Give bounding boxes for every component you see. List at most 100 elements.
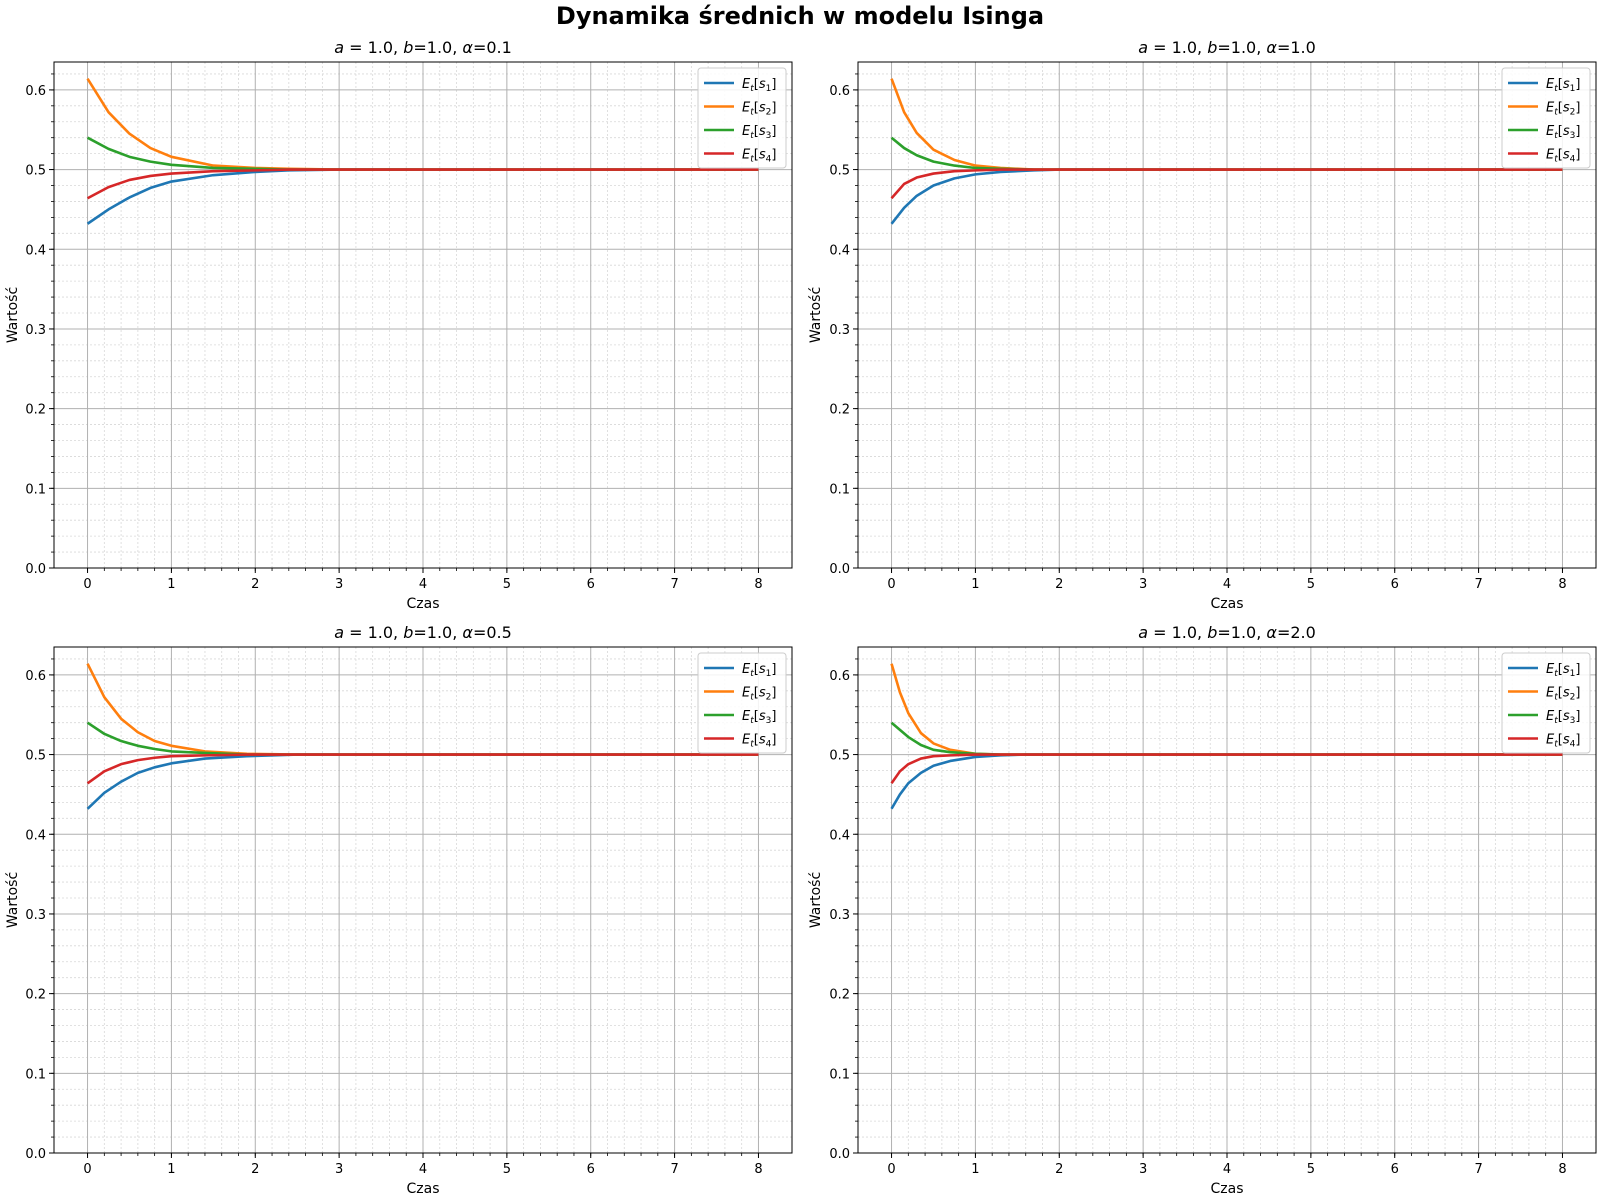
y-tick-label: 0.3 xyxy=(25,323,46,338)
legend-label-s4: Et[s4] xyxy=(742,733,776,750)
y-tick-label: 0.4 xyxy=(25,828,46,843)
legend: Et[s1] Et[s2] Et[s3] Et[s4] xyxy=(697,652,787,754)
x-tick-label: 3 xyxy=(1139,1162,1147,1177)
legend-label-s1: Et[s1] xyxy=(742,77,776,94)
legend-label-s3: Et[s3] xyxy=(742,124,776,141)
x-tick-label: 2 xyxy=(1055,1162,1063,1177)
x-tick-label: 1 xyxy=(971,577,979,592)
x-tick-label: 0 xyxy=(83,577,91,592)
x-tick-label: 2 xyxy=(1055,577,1063,592)
legend-box xyxy=(697,67,787,169)
x-tick-label: 5 xyxy=(1307,577,1315,592)
y-tick-label: 0.1 xyxy=(25,1067,46,1082)
y-tick-label: 0.5 xyxy=(829,749,850,764)
x-tick-label: 8 xyxy=(1558,577,1566,592)
y-tick-label: 0.3 xyxy=(829,908,850,923)
x-tick-label: 5 xyxy=(1307,1162,1315,1177)
x-tick-label: 1 xyxy=(167,577,175,592)
subplot-title: a = 1.0, b=1.0, α=2.0 xyxy=(1138,623,1316,642)
subplot-3: 0 1 2 3 4 5 6 7 8 0.0 0.1 0.2 0.3 0.4 0.5 0.6 Czas Wartoś… xyxy=(5,623,793,1197)
y-axis-label: Wartość xyxy=(5,287,21,343)
legend-box xyxy=(1501,652,1591,754)
legend-label-s2: Et[s2] xyxy=(1546,101,1580,118)
legend: Et[s1] Et[s2] Et[s3] Et[s4] xyxy=(1501,67,1591,169)
x-tick-label: 3 xyxy=(335,577,343,592)
y-tick-label: 0.5 xyxy=(25,164,46,179)
subplot-2: 0 1 2 3 4 5 6 7 8 0.0 0.1 0.2 0.3 0.4 0.5 0.6 Czas Wartoś… xyxy=(808,38,1597,612)
legend-label-s4: Et[s4] xyxy=(1546,733,1580,750)
legend-label-s4: Et[s4] xyxy=(742,148,776,165)
y-tick-label: 0.5 xyxy=(25,749,46,764)
y-tick-label: 0.3 xyxy=(25,908,46,923)
y-tick-label: 0.0 xyxy=(829,1147,850,1162)
x-tick-label: 6 xyxy=(587,577,595,592)
y-axis-label: Wartość xyxy=(5,872,21,928)
x-tick-label: 0 xyxy=(83,1162,91,1177)
y-axis-label: Wartość xyxy=(808,287,824,343)
y-tick-label: 0.2 xyxy=(829,403,850,418)
subplot-title: a = 1.0, b=1.0, α=0.5 xyxy=(334,623,512,642)
x-axis-label: Czas xyxy=(1211,1181,1244,1197)
x-tick-label: 4 xyxy=(419,577,427,592)
y-tick-label: 0.4 xyxy=(25,243,46,258)
legend: Et[s1] Et[s2] Et[s3] Et[s4] xyxy=(1501,652,1591,754)
subplot-4: 0 1 2 3 4 5 6 7 8 0.0 0.1 0.2 0.3 0.4 0.5 0.6 Czas Wartoś… xyxy=(808,623,1597,1197)
y-tick-label: 0.0 xyxy=(25,1147,46,1162)
series-line-s4 xyxy=(890,753,1563,785)
legend-label-s2: Et[s2] xyxy=(1546,686,1580,703)
y-tick-label: 0.2 xyxy=(25,988,46,1003)
x-tick-label: 1 xyxy=(971,1162,979,1177)
subplot-title: a = 1.0, b=1.0, α=0.1 xyxy=(334,38,512,57)
x-axis-label: Czas xyxy=(407,1181,440,1197)
series-line-s4 xyxy=(890,168,1563,200)
y-tick-label: 0.2 xyxy=(25,403,46,418)
x-tick-label: 2 xyxy=(251,1162,259,1177)
series-line-s4 xyxy=(86,753,759,785)
subplot-title: a = 1.0, b=1.0, α=1.0 xyxy=(1138,38,1316,57)
legend-label-s2: Et[s2] xyxy=(742,101,776,118)
x-tick-label: 7 xyxy=(670,577,678,592)
x-tick-label: 8 xyxy=(1558,1162,1566,1177)
figure-title: Dynamika średnich w modelu Isinga xyxy=(555,2,1045,30)
x-tick-label: 5 xyxy=(503,1162,511,1177)
x-tick-label: 2 xyxy=(251,577,259,592)
x-tick-label: 6 xyxy=(1391,1162,1399,1177)
y-tick-label: 0.6 xyxy=(829,669,850,684)
y-tick-label: 0.0 xyxy=(25,562,46,577)
y-tick-label: 0.1 xyxy=(25,482,46,497)
y-tick-label: 0.5 xyxy=(829,164,850,179)
y-tick-label: 0.6 xyxy=(25,669,46,684)
x-axis-label: Czas xyxy=(1211,596,1244,612)
x-tick-label: 5 xyxy=(503,577,511,592)
legend-box xyxy=(697,652,787,754)
x-tick-label: 4 xyxy=(419,1162,427,1177)
legend-label-s1: Et[s1] xyxy=(1546,77,1580,94)
y-tick-label: 0.1 xyxy=(829,1067,850,1082)
y-tick-label: 0.3 xyxy=(829,323,850,338)
legend-label-s1: Et[s1] xyxy=(742,662,776,679)
y-tick-label: 0.4 xyxy=(829,243,850,258)
x-tick-label: 3 xyxy=(1139,577,1147,592)
y-tick-label: 0.0 xyxy=(829,562,850,577)
y-tick-label: 0.6 xyxy=(829,84,850,99)
subplot-1: 0 1 2 3 4 5 6 7 8 0.0 0.1 0.2 0.3 0.4 0.5 0.6 Czas Wartoś… xyxy=(5,38,793,612)
x-tick-label: 7 xyxy=(1474,577,1482,592)
x-tick-label: 7 xyxy=(1474,1162,1482,1177)
x-tick-label: 4 xyxy=(1223,577,1231,592)
x-tick-label: 7 xyxy=(670,1162,678,1177)
x-tick-label: 8 xyxy=(754,577,762,592)
x-tick-label: 3 xyxy=(335,1162,343,1177)
y-axis-label: Wartość xyxy=(808,872,824,928)
legend-label-s3: Et[s3] xyxy=(742,709,776,726)
x-axis-label: Czas xyxy=(407,596,440,612)
y-tick-label: 0.2 xyxy=(829,988,850,1003)
y-tick-label: 0.6 xyxy=(25,84,46,99)
legend-label-s1: Et[s1] xyxy=(1546,662,1580,679)
legend-box xyxy=(1501,67,1591,169)
x-tick-label: 0 xyxy=(887,1162,895,1177)
y-tick-label: 0.1 xyxy=(829,482,850,497)
legend: Et[s1] Et[s2] Et[s3] Et[s4] xyxy=(697,67,787,169)
legend-label-s4: Et[s4] xyxy=(1546,148,1580,165)
x-tick-label: 6 xyxy=(1391,577,1399,592)
